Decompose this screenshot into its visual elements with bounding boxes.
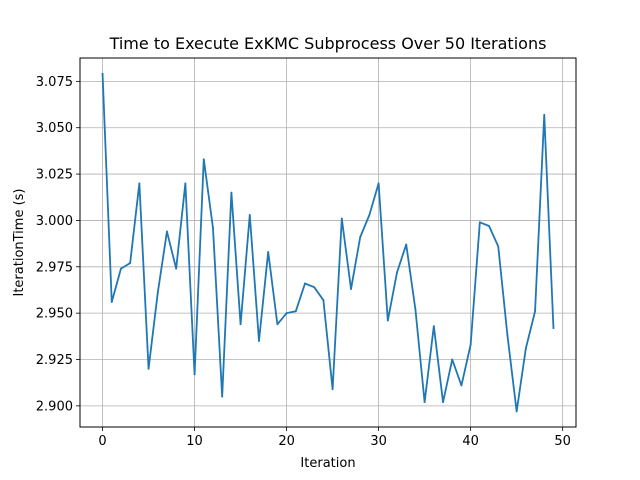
- series-layer: [101, 73, 555, 413]
- data-point: [377, 182, 380, 185]
- x-tick-label: 30: [370, 434, 387, 449]
- data-point: [156, 291, 159, 294]
- y-axis-label: IterationTime (s): [12, 188, 27, 296]
- data-point: [294, 310, 297, 313]
- data-point: [120, 267, 122, 270]
- data-point: [147, 367, 150, 370]
- chart-title: Time to Execute ExKMC Subprocess Over 50…: [109, 34, 547, 53]
- x-tick-label: 0: [98, 434, 106, 449]
- data-point: [432, 325, 435, 328]
- data-point: [478, 221, 481, 224]
- x-tick-label: 50: [554, 434, 571, 449]
- data-point: [350, 288, 352, 290]
- y-tick-label: 3.025: [36, 168, 73, 183]
- y-tick-label: 2.950: [36, 307, 73, 322]
- x-tick-label: 40: [462, 434, 479, 449]
- data-point: [359, 236, 362, 239]
- data-point: [110, 301, 113, 303]
- x-tick-label: 10: [186, 434, 203, 449]
- data-point: [267, 251, 270, 253]
- data-point: [313, 286, 316, 289]
- y-tick-label: 3.050: [36, 121, 73, 136]
- y-tick-label: 3.075: [36, 75, 73, 90]
- plot-frame: [79, 57, 577, 428]
- data-point: [368, 213, 371, 216]
- data-point: [322, 299, 325, 302]
- data-point: [285, 312, 288, 315]
- data-point: [248, 213, 251, 216]
- data-point: [304, 282, 306, 285]
- data-point: [488, 225, 490, 227]
- grid: [80, 58, 576, 427]
- data-point: [386, 319, 389, 322]
- series-line: [101, 73, 555, 413]
- data-point: [331, 388, 334, 391]
- data-point: [276, 323, 279, 326]
- data-point: [129, 262, 132, 264]
- data-point: [552, 327, 555, 329]
- y-tick-label: 2.975: [36, 260, 73, 275]
- data-point: [239, 323, 242, 326]
- data-point: [221, 395, 224, 398]
- data-point: [524, 347, 527, 350]
- data-point: [414, 308, 417, 311]
- data-point: [469, 343, 472, 346]
- data-point: [258, 340, 260, 342]
- data-point: [184, 182, 187, 185]
- data-point: [534, 310, 536, 313]
- data-point: [442, 401, 444, 404]
- data-point: [202, 158, 205, 161]
- data-point: [101, 73, 104, 75]
- data-point: [423, 401, 426, 404]
- y-tick-label: 3.000: [36, 214, 73, 229]
- data-point: [193, 373, 196, 376]
- y-tick-label: 2.925: [36, 353, 73, 368]
- data-point: [212, 226, 214, 229]
- data-point: [396, 271, 398, 274]
- data-point: [451, 358, 454, 361]
- data-point: [405, 243, 408, 246]
- data-point: [340, 217, 343, 220]
- data-point: [138, 182, 141, 185]
- data-point: [166, 230, 168, 233]
- data-point: [515, 410, 518, 413]
- x-axis-label: Iteration: [300, 456, 355, 471]
- data-point: [543, 113, 546, 116]
- x-tick-label: 20: [278, 434, 295, 449]
- ticks: 0 10 20 30 40 50 2.900 2.925 2.950 2.975 3.000 3.02…: [36, 75, 571, 449]
- data-point: [460, 384, 463, 387]
- data-point: [175, 267, 178, 270]
- data-point: [497, 245, 500, 248]
- data-point: [506, 334, 509, 337]
- y-tick-label: 2.900: [36, 399, 73, 414]
- data-point: [230, 191, 233, 194]
